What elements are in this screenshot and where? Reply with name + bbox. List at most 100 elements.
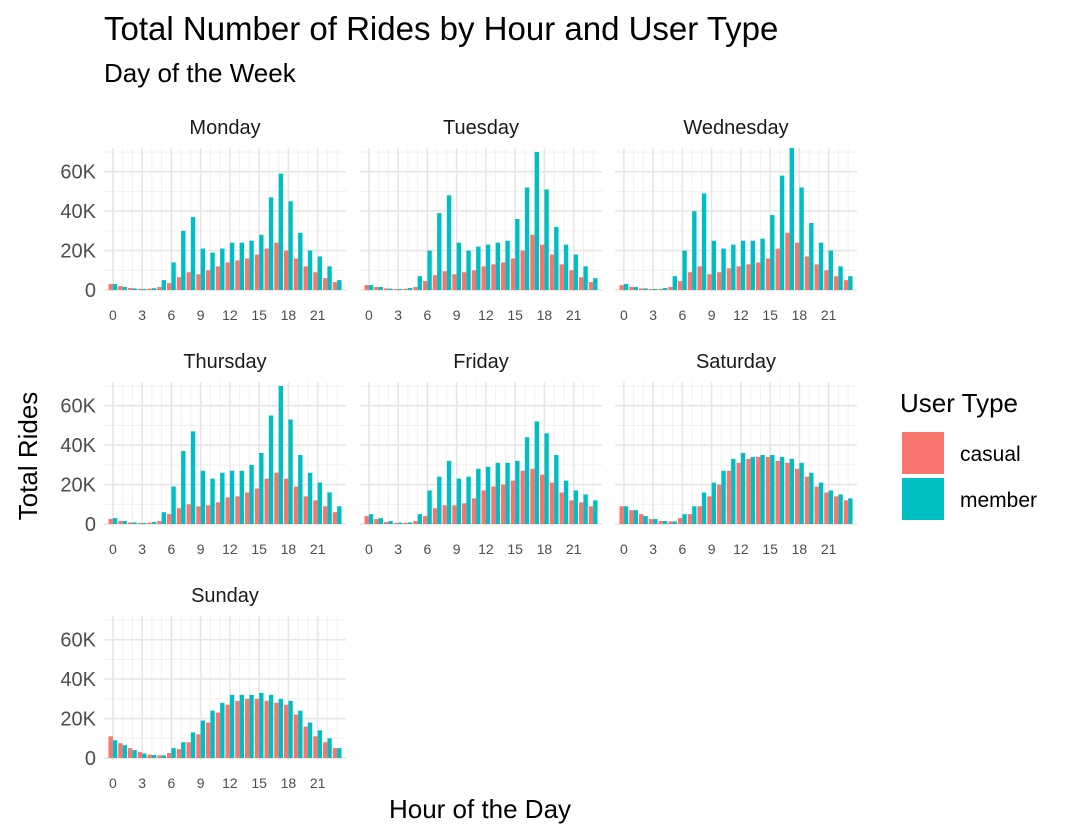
- bar-casual: [244, 492, 250, 524]
- x-tick-label: 0: [365, 541, 373, 557]
- bar-casual: [588, 282, 594, 290]
- bar-member: [161, 280, 167, 290]
- bar-casual: [510, 480, 516, 524]
- bar-casual: [147, 522, 152, 524]
- bar-member: [229, 242, 235, 290]
- y-tick-label: 0: [85, 514, 96, 536]
- bar-casual: [432, 275, 438, 290]
- bar-casual: [413, 287, 418, 290]
- x-tick-label: 9: [708, 307, 716, 323]
- x-tick-label: 15: [251, 775, 267, 791]
- facet-thursday: Thursday 0 20K 40K 60K 0 3 6 9 12 15 18 21: [60, 351, 346, 557]
- bar-casual: [225, 497, 230, 524]
- bar-casual: [196, 274, 201, 290]
- bar-casual: [658, 521, 663, 524]
- bar-member: [573, 490, 579, 524]
- x-axis-label: Hour of the Day: [389, 794, 571, 824]
- x-tick-label: 3: [394, 541, 402, 557]
- x-tick-label: 0: [109, 307, 117, 323]
- bar-casual: [716, 272, 722, 290]
- bar-casual: [322, 742, 328, 758]
- y-tick-label: 20K: [60, 475, 96, 497]
- legend-swatch-casual: [902, 432, 944, 474]
- bar-casual: [697, 506, 702, 524]
- bar-casual: [677, 518, 683, 524]
- bar-member: [239, 694, 245, 758]
- bar-member: [220, 248, 225, 290]
- bar-casual: [118, 521, 123, 524]
- bar-casual: [374, 519, 379, 524]
- bar-casual: [559, 264, 564, 290]
- bar-member: [760, 238, 765, 290]
- bar-casual: [765, 258, 771, 290]
- y-tick-label: 20K: [60, 709, 96, 731]
- x-tick-label: 6: [167, 775, 175, 791]
- bar-casual: [814, 264, 819, 290]
- bar-casual: [707, 274, 712, 290]
- bar-casual: [471, 270, 477, 290]
- bar-member: [534, 421, 540, 524]
- x-tick-label: 6: [678, 307, 686, 323]
- bar-member: [142, 753, 147, 758]
- x-tick-label: 18: [281, 307, 297, 323]
- bar-casual: [755, 262, 761, 290]
- bar-member: [171, 748, 176, 758]
- bar-casual: [658, 288, 663, 290]
- bar-member: [317, 730, 323, 758]
- bar-member: [132, 522, 137, 524]
- bar-casual: [196, 734, 201, 758]
- x-tick-label: 12: [222, 541, 238, 557]
- bar-casual: [283, 478, 289, 524]
- bar-member: [388, 288, 393, 290]
- facet-friday: Friday 0 3 6 9 12 15 18 21: [360, 351, 602, 557]
- y-tick-label: 20K: [60, 241, 96, 263]
- x-tick-label: 6: [678, 541, 686, 557]
- bar-member: [456, 242, 462, 290]
- bar-casual: [313, 500, 318, 524]
- x-tick-label: 12: [733, 307, 749, 323]
- bar-casual: [205, 270, 211, 290]
- x-tick-label: 18: [537, 541, 553, 557]
- bar-casual: [804, 256, 810, 290]
- bar-casual: [215, 712, 221, 758]
- bar-member: [544, 189, 549, 290]
- x-tick-label: 6: [167, 541, 175, 557]
- bar-casual: [559, 492, 564, 524]
- bar-casual: [520, 250, 525, 290]
- bar-member: [171, 486, 176, 524]
- bar-member: [848, 498, 853, 524]
- bar-member: [838, 494, 843, 524]
- bar-member: [515, 460, 520, 524]
- bar-member: [485, 466, 491, 524]
- bar-casual: [833, 276, 839, 290]
- bar-casual: [648, 289, 654, 290]
- bar-member: [142, 289, 147, 290]
- x-tick-label: 9: [708, 541, 716, 557]
- bar-casual: [383, 522, 389, 524]
- bar-member: [161, 512, 167, 524]
- bar-casual: [127, 522, 133, 524]
- bar-member: [828, 490, 834, 524]
- bar-member: [672, 276, 678, 290]
- bar-casual: [619, 506, 624, 524]
- bar-member: [495, 462, 501, 524]
- bar-member: [427, 250, 432, 290]
- bar-member: [653, 519, 658, 524]
- legend-swatch-member: [902, 478, 944, 520]
- bar-casual: [824, 492, 829, 524]
- bar-casual: [293, 714, 299, 758]
- bar-member: [711, 240, 717, 290]
- bar-member: [692, 506, 697, 524]
- bar-casual: [814, 486, 819, 524]
- bar-member: [327, 738, 332, 758]
- bar-casual: [804, 476, 810, 524]
- x-tick-label: 15: [507, 307, 523, 323]
- bar-casual: [491, 486, 496, 524]
- bar-member: [446, 195, 452, 290]
- facet-sunday: Sunday 0 20K 40K 60K 0 3 6 9 12 15 18 21: [60, 585, 346, 791]
- x-tick-label: 15: [507, 541, 523, 557]
- bar-member: [623, 506, 629, 524]
- bar-casual: [108, 736, 113, 758]
- bar-casual: [481, 266, 486, 290]
- bar-member: [583, 266, 588, 290]
